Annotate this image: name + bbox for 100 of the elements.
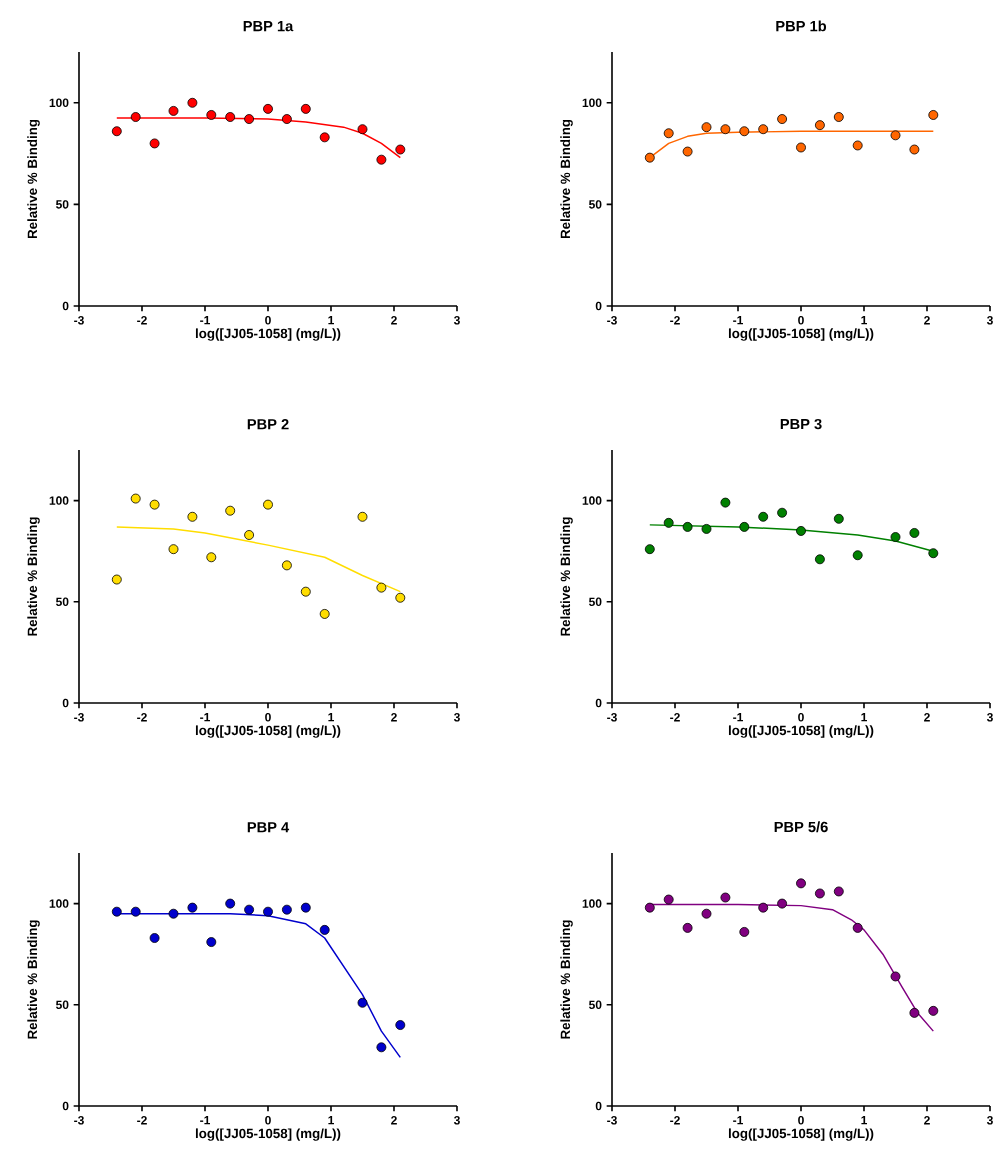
y-tick-label: 0 [62,301,69,311]
point [357,124,368,135]
point [263,499,273,510]
point [909,528,920,538]
point [168,105,179,116]
point [111,906,122,917]
point [187,902,198,913]
point [206,110,217,120]
x-tick-label: 1 [328,316,334,325]
point [701,524,712,534]
point [149,138,160,149]
x-tick-label: -3 [607,713,617,722]
chart-title: PBP 1b [776,20,827,32]
point [777,507,788,518]
point [909,144,920,155]
point [833,513,844,524]
x-tick-label: 1 [328,713,334,722]
y-axis-title: Relative % Binding [560,119,573,239]
y-tick-label: 50 [55,597,69,607]
x-tick-label: 2 [924,713,930,722]
point [300,902,311,913]
point [739,126,750,137]
y-tick-label: 0 [62,1101,69,1111]
point [357,511,368,522]
point [663,128,674,139]
point [777,898,788,909]
x-axis-title: log([JJ05-1058] (mg/L)) [728,725,874,738]
point [796,526,806,536]
x-tick-label: 3 [453,316,460,325]
x-tick-label: 1 [328,1116,334,1125]
point [663,894,674,905]
x-tick-label: -2 [137,316,147,325]
point [758,511,769,522]
x-tick-label: 1 [861,1116,867,1125]
point [852,550,863,561]
x-tick-label: -1 [200,316,210,325]
point [263,103,273,114]
x-tick-label: 3 [453,713,460,722]
x-tick-label: 0 [798,316,804,325]
point [281,904,292,915]
x-tick-label: -1 [733,316,743,325]
point [111,574,122,585]
point [796,878,806,889]
point [644,544,655,555]
x-axis-title: log([JJ05-1058] (mg/L)) [195,328,341,341]
point [376,582,387,593]
x-tick-label: -2 [670,1116,680,1125]
x-axis-title: log([JJ05-1058] (mg/L)) [195,1128,341,1141]
y-tick-label: 100 [582,899,602,908]
point [682,922,693,933]
x-tick-label: 0 [265,713,271,722]
point [357,997,368,1008]
point [928,1005,939,1016]
x-axis-title: log([JJ05-1058] (mg/L)) [195,725,341,738]
point [281,560,292,571]
point [814,554,825,565]
point [890,971,901,982]
x-tick-label: -3 [607,1116,617,1125]
x-tick-label: 0 [265,316,271,325]
y-tick-label: 50 [55,1000,69,1010]
point [187,511,198,522]
y-axis-title: Relative % Binding [560,920,573,1039]
y-tick-label: 100 [582,98,602,108]
x-tick-label: 3 [986,713,993,722]
x-axis-title: log([JJ05-1058] (mg/L)) [728,328,874,341]
x-tick-label: -1 [200,1116,210,1125]
x-tick-label: -1 [733,713,743,722]
x-tick-label: 2 [924,316,930,325]
x-tick-label: -3 [607,316,617,325]
x-tick-label: 0 [265,1116,271,1125]
x-tick-label: 3 [453,1116,460,1125]
x-tick-label: -2 [137,1116,147,1125]
point [701,122,712,133]
y-tick-label: 100 [49,496,69,505]
x-tick-label: -3 [74,713,84,722]
point [395,592,406,603]
point [852,140,863,151]
point [168,908,179,919]
chart-title: PBP 3 [780,418,822,430]
point [149,933,160,943]
point [300,586,311,597]
point [187,97,198,108]
point [833,886,844,897]
point [890,532,901,542]
point [928,548,939,559]
point [682,521,693,532]
y-axis-title: Relative % Binding [560,517,573,636]
x-tick-label: -2 [670,316,680,325]
point [319,132,330,143]
point [376,1042,387,1053]
point [319,609,330,619]
x-tick-label: -3 [74,316,84,325]
point [244,114,255,124]
y-tick-label: 0 [62,698,69,708]
point [244,530,255,540]
x-tick-label: -2 [137,713,147,722]
point [833,112,844,122]
point [758,124,769,135]
y-tick-label: 50 [588,200,602,209]
x-tick-label: 3 [986,1116,993,1125]
